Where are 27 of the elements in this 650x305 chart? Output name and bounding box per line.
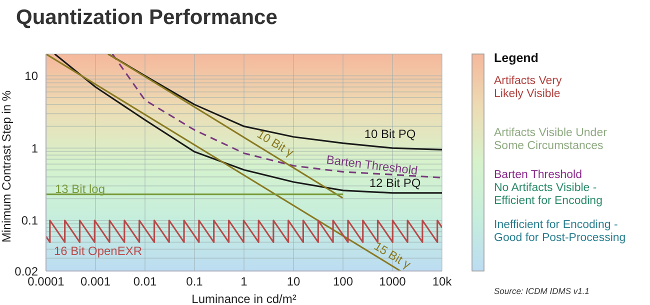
x-tick-label: 0.01	[133, 274, 157, 289]
series-label: 16 Bit OpenEXR	[54, 244, 142, 258]
series-label: 10 Bit PQ	[364, 127, 416, 142]
y-tick-label: 10	[24, 69, 38, 84]
legend-title: Legend	[494, 51, 538, 65]
x-tick-label: 1	[240, 274, 248, 289]
chart-title: Quantization Performance	[16, 6, 278, 30]
source-note: Source: ICDM IDMS v1.1	[494, 286, 590, 296]
y-axis-title: Minimum Contrast Step in %	[0, 90, 14, 242]
text: Barten Threshold	[326, 152, 419, 178]
text: No Artifacts Visible - Efficient for Encoding	[494, 182, 602, 207]
x-axis-title: Luminance in cd/m²	[192, 292, 296, 305]
text: Inefficient for Encoding - Good for Post-Processing	[494, 219, 626, 244]
x-tick-label: 0.001	[80, 274, 111, 289]
text: Artifacts Very Likely Visible	[494, 75, 562, 100]
x-tick-label: 100	[332, 274, 354, 289]
x-tick-label: 1000	[379, 274, 406, 289]
series-label: 12 Bit PQ	[369, 176, 421, 190]
x-tick-label: 10	[286, 274, 300, 289]
x-tick-label: 0.1	[186, 274, 204, 289]
text: Artifacts Visible Under Some Circumstances	[494, 127, 608, 152]
text: 15 Bit γ	[372, 238, 414, 272]
text: Barten Threshold	[494, 169, 582, 181]
y-tick-label: 1	[31, 141, 38, 156]
x-tick-label: 10k	[432, 274, 453, 289]
text: 10 Bit γ	[254, 126, 296, 160]
y-tick-label: 0.1	[21, 214, 38, 228]
